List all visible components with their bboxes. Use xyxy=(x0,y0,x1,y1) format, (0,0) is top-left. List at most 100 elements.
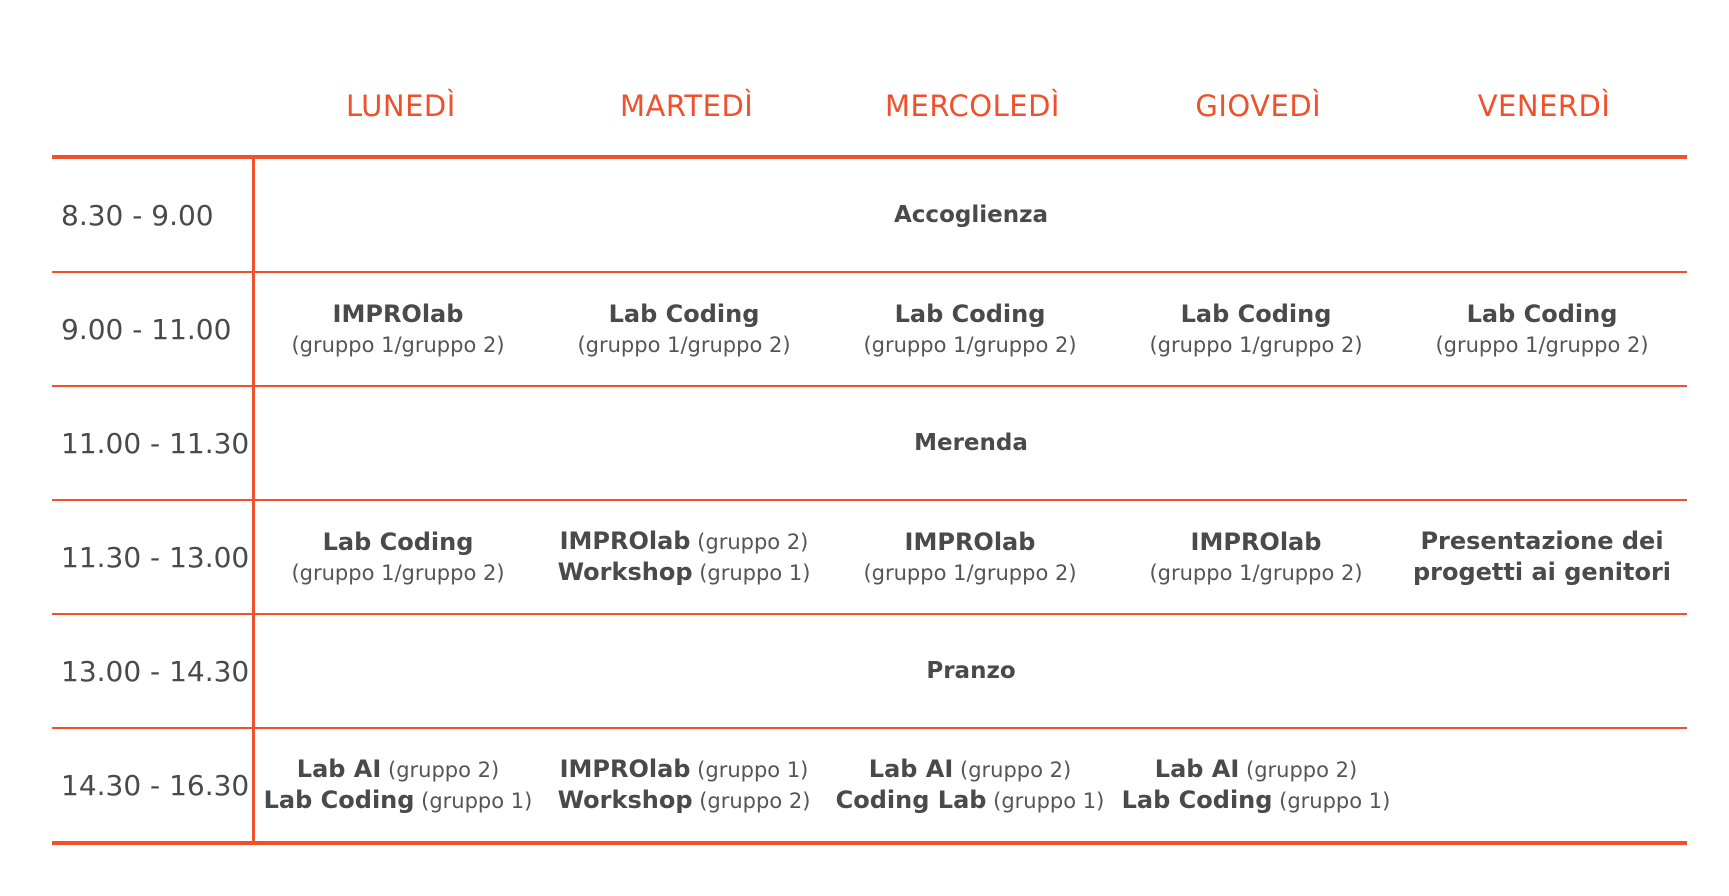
activity-name: Lab AI xyxy=(868,755,954,783)
day-header-tuesday: MARTEDÌ xyxy=(620,89,754,123)
activity-line: Lab AI (gruppo 2) xyxy=(297,754,499,785)
activity-cell: IMPROlab (gruppo 1) Workshop (gruppo 2) xyxy=(541,729,827,841)
group-note: (gruppo 1) xyxy=(1279,789,1391,813)
activity-name: Presentazione dei xyxy=(1420,527,1664,555)
group-note: (gruppo 1/gruppo 2) xyxy=(1435,332,1649,357)
row-cells: IMPROlab (gruppo 1/gruppo 2) Lab Coding (gr… xyxy=(255,273,1687,385)
row-cells: Lab Coding (gruppo 1/gruppo 2) IMPROlab (g… xyxy=(255,501,1687,613)
row-cells: Pranzo xyxy=(255,615,1687,727)
group-note: (gruppo 2) xyxy=(1246,758,1358,782)
schedule-row: 11.30 - 13.00 Lab Coding (gruppo 1/gruppo … xyxy=(52,501,1687,615)
activity-line: Presentazione dei xyxy=(1420,526,1663,557)
day-header-wednesday: MERCOLEDÌ xyxy=(884,89,1060,123)
group-note: (gruppo 1/gruppo 2) xyxy=(863,560,1077,585)
group-note: (gruppo 1) xyxy=(421,789,533,813)
activity-cell: Lab Coding (gruppo 1/gruppo 2) xyxy=(1399,273,1685,385)
activity-line: Lab Coding xyxy=(895,299,1046,330)
activity-name: Lab Coding xyxy=(1466,299,1618,328)
group-note: (gruppo 2) xyxy=(388,758,500,782)
activity-name: Lab Coding xyxy=(263,786,415,814)
time-slot-label: 13.00 - 14.30 xyxy=(52,615,255,727)
time-slot-label: 11.00 - 11.30 xyxy=(52,387,255,499)
activity-line: (gruppo 1/gruppo 2) xyxy=(1149,330,1362,360)
shared-activity: Pranzo xyxy=(926,658,1016,684)
activity-line: IMPROlab xyxy=(1191,527,1322,558)
activity-line: Lab Coding (gruppo 1) xyxy=(264,785,533,816)
activity-line: IMPROlab (gruppo 1) xyxy=(560,754,809,785)
activity-line: Workshop (gruppo 2) xyxy=(558,785,811,816)
row-cells: Lab AI (gruppo 2) Lab Coding (gruppo 1) IM… xyxy=(255,729,1687,841)
weekly-schedule: LUNEDÌ MARTEDÌ MERCOLEDÌ GIOVEDÌ VENERDÌ… xyxy=(52,0,1687,845)
activity-cell: IMPROlab (gruppo 1/gruppo 2) xyxy=(827,501,1113,613)
activity-line: Lab Coding xyxy=(323,527,474,558)
activity-cell: IMPROlab (gruppo 2) Workshop (gruppo 1) xyxy=(541,501,827,613)
activity-cell: Lab Coding (gruppo 1/gruppo 2) xyxy=(1113,273,1399,385)
row-cells: Merenda xyxy=(255,387,1687,499)
activity-cell: IMPROlab (gruppo 1/gruppo 2) xyxy=(255,273,541,385)
activity-cell: Presentazione dei progetti ai genitori xyxy=(1399,501,1685,613)
activity-line: Workshop (gruppo 1) xyxy=(558,557,811,588)
shared-activity: Accoglienza xyxy=(894,202,1048,228)
activity-line: Lab AI (gruppo 2) xyxy=(869,754,1071,785)
activity-line: IMPROlab xyxy=(333,299,464,330)
group-note: (gruppo 1) xyxy=(993,789,1105,813)
activity-line: Lab Coding (gruppo 1) xyxy=(1122,785,1391,816)
row-cells: Accoglienza xyxy=(255,159,1687,271)
group-note: (gruppo 1/gruppo 2) xyxy=(1149,332,1363,357)
shared-activity: Merenda xyxy=(914,430,1028,456)
activity-line: progetti ai genitori xyxy=(1413,557,1671,588)
activity-cell: Lab AI (gruppo 2) Lab Coding (gruppo 1) xyxy=(255,729,541,841)
group-note: (gruppo 1/gruppo 2) xyxy=(577,332,791,357)
schedule-row: 9.00 - 11.00 IMPROlab (gruppo 1/gruppo 2) L… xyxy=(52,273,1687,387)
activity-line: IMPROlab xyxy=(905,527,1036,558)
activity-name: Lab Coding xyxy=(322,527,474,556)
time-slot-label: 14.30 - 16.30 xyxy=(52,729,255,841)
group-note: (gruppo 1/gruppo 2) xyxy=(1149,560,1363,585)
activity-name: IMPROlab xyxy=(559,755,691,783)
group-note: (gruppo 1) xyxy=(699,561,811,585)
activity-line: Lab Coding xyxy=(609,299,760,330)
day-header-friday: VENERDÌ xyxy=(1477,89,1611,123)
activity-cell: Lab AI (gruppo 2) Lab Coding (gruppo 1) xyxy=(1113,729,1399,841)
activity-name: Lab Coding xyxy=(1121,786,1273,814)
activity-cell: Lab Coding (gruppo 1/gruppo 2) xyxy=(255,501,541,613)
activity-line: (gruppo 1/gruppo 2) xyxy=(291,330,504,360)
day-header-row: LUNEDÌ MARTEDÌ MERCOLEDÌ GIOVEDÌ VENERDÌ xyxy=(258,0,1687,155)
activity-name: Lab AI xyxy=(296,755,382,783)
activity-line: (gruppo 1/gruppo 2) xyxy=(863,330,1076,360)
activity-name: IMPROlab xyxy=(904,527,1036,556)
activity-cell: IMPROlab (gruppo 1/gruppo 2) xyxy=(1113,501,1399,613)
activity-cell: Lab Coding (gruppo 1/gruppo 2) xyxy=(827,273,1113,385)
activity-name: Workshop xyxy=(557,786,693,814)
group-note: (gruppo 1/gruppo 2) xyxy=(863,332,1077,357)
day-header-thursday: GIOVEDÌ xyxy=(1195,89,1322,123)
time-slot-label: 8.30 - 9.00 xyxy=(52,159,255,271)
activity-line: Lab Coding xyxy=(1181,299,1332,330)
group-note: (gruppo 1/gruppo 2) xyxy=(291,560,505,585)
schedule-table: 8.30 - 9.00 Accoglienza 9.00 - 11.00 IMPROl… xyxy=(52,155,1687,845)
activity-name: IMPROlab xyxy=(559,527,691,555)
activity-name: Lab Coding xyxy=(608,299,760,328)
activity-name: IMPROlab xyxy=(1190,527,1322,556)
activity-line: (gruppo 1/gruppo 2) xyxy=(577,330,790,360)
activity-line: Coding Lab (gruppo 1) xyxy=(836,785,1105,816)
activity-line: (gruppo 1/gruppo 2) xyxy=(291,558,504,588)
activity-line: IMPROlab (gruppo 2) xyxy=(560,526,809,557)
group-note: (gruppo 2) xyxy=(699,789,811,813)
activity-name: Lab Coding xyxy=(1180,299,1332,328)
activity-name: Workshop xyxy=(557,558,693,586)
activity-name: IMPROlab xyxy=(332,299,464,328)
group-note: (gruppo 2) xyxy=(960,758,1072,782)
schedule-row: 13.00 - 14.30 Pranzo xyxy=(52,615,1687,729)
activity-name: progetti ai genitori xyxy=(1412,558,1672,586)
group-note: (gruppo 2) xyxy=(697,530,809,554)
activity-name: Lab AI xyxy=(1154,755,1240,783)
activity-line: (gruppo 1/gruppo 2) xyxy=(1149,558,1362,588)
activity-line: Lab AI (gruppo 2) xyxy=(1155,754,1357,785)
activity-line: (gruppo 1/gruppo 2) xyxy=(863,558,1076,588)
activity-line: (gruppo 1/gruppo 2) xyxy=(1435,330,1648,360)
activity-cell: Lab Coding (gruppo 1/gruppo 2) xyxy=(541,273,827,385)
day-header-monday: LUNEDÌ xyxy=(345,89,456,123)
time-slot-label: 11.30 - 13.00 xyxy=(52,501,255,613)
group-note: (gruppo 1/gruppo 2) xyxy=(291,332,505,357)
